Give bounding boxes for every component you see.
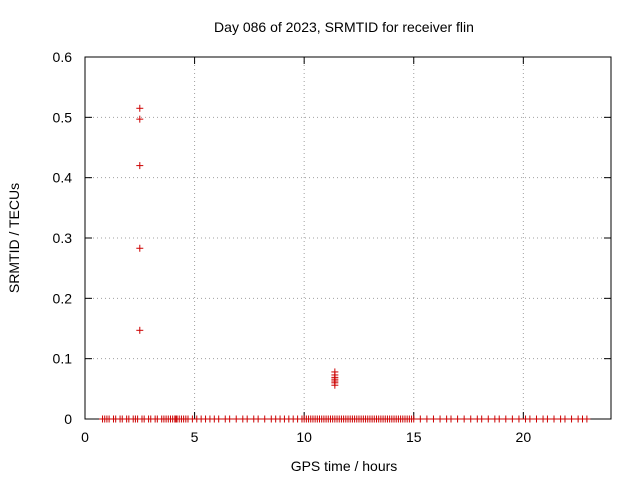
- x-tick-label: 0: [81, 429, 89, 445]
- data-point: [136, 104, 144, 112]
- data-point: [550, 415, 558, 423]
- data-point: [508, 415, 516, 423]
- y-tick-label: 0.6: [53, 49, 73, 65]
- y-tick-label: 0.2: [53, 290, 73, 306]
- data-point: [136, 244, 144, 252]
- y-tick-label: 0.1: [53, 351, 73, 367]
- data-point: [561, 415, 569, 423]
- data-point: [454, 415, 462, 423]
- data-point: [495, 415, 503, 423]
- data-point: [254, 415, 262, 423]
- x-tick-label: 10: [296, 429, 312, 445]
- data-point: [478, 415, 486, 423]
- data-point: [243, 415, 251, 423]
- data-point: [136, 326, 144, 334]
- data-point: [331, 381, 339, 389]
- data-point: [410, 415, 418, 423]
- data-point: [467, 415, 475, 423]
- data-point: [136, 115, 144, 123]
- chart-title: Day 086 of 2023, SRMTID for receiver fli…: [214, 19, 474, 35]
- data-point: [261, 415, 269, 423]
- data-point: [429, 415, 437, 423]
- x-tick-label: 20: [516, 429, 532, 445]
- data-point: [136, 162, 144, 170]
- x-axis-label: GPS time / hours: [291, 458, 398, 474]
- data-points: [99, 104, 591, 423]
- data-point: [583, 415, 591, 423]
- axis-ticks: 0 0.1 0.2 0.3 0.4 0.5 0.6 0 5 10 15 20: [53, 49, 611, 445]
- y-tick-label: 0.3: [53, 230, 73, 246]
- data-point: [232, 415, 240, 423]
- data-point: [526, 415, 534, 423]
- x-tick-label: 5: [191, 429, 199, 445]
- data-point: [568, 415, 576, 423]
- x-tick-label: 15: [406, 429, 422, 445]
- y-tick-label: 0.4: [53, 170, 73, 186]
- data-point: [460, 415, 468, 423]
- data-point: [515, 415, 523, 423]
- data-point: [502, 415, 510, 423]
- data-point: [484, 415, 492, 423]
- data-point: [416, 415, 424, 423]
- data-point: [436, 415, 444, 423]
- data-point: [423, 415, 431, 423]
- data-point: [532, 415, 540, 423]
- y-axis-label: SRMTID / TECUs: [6, 183, 22, 293]
- y-tick-label: 0.5: [53, 109, 73, 125]
- data-point: [215, 415, 223, 423]
- data-point: [543, 415, 551, 423]
- grid-lines: [85, 57, 611, 419]
- data-point: [226, 415, 234, 423]
- y-tick-label: 0: [64, 411, 72, 427]
- plot-frame: [84, 56, 612, 420]
- data-point: [447, 415, 455, 423]
